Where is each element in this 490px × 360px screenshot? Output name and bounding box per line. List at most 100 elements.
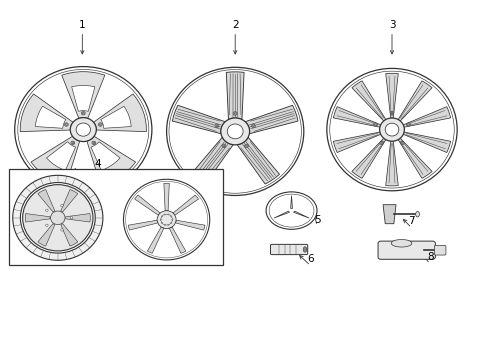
FancyBboxPatch shape — [378, 241, 435, 259]
Ellipse shape — [391, 239, 412, 247]
Ellipse shape — [401, 142, 403, 144]
Polygon shape — [101, 106, 131, 128]
Ellipse shape — [18, 69, 149, 190]
Ellipse shape — [65, 123, 68, 126]
Ellipse shape — [374, 123, 376, 125]
Ellipse shape — [391, 112, 393, 114]
Polygon shape — [398, 81, 432, 121]
FancyBboxPatch shape — [270, 244, 308, 255]
Ellipse shape — [21, 183, 95, 253]
Polygon shape — [61, 224, 78, 246]
Polygon shape — [274, 211, 290, 218]
Polygon shape — [383, 205, 396, 224]
Polygon shape — [135, 195, 160, 215]
Ellipse shape — [327, 68, 457, 191]
Ellipse shape — [61, 229, 63, 231]
Polygon shape — [291, 195, 293, 208]
Ellipse shape — [71, 141, 74, 145]
Ellipse shape — [169, 69, 301, 193]
Ellipse shape — [380, 141, 384, 145]
Ellipse shape — [70, 118, 97, 141]
Ellipse shape — [172, 219, 173, 220]
Ellipse shape — [171, 222, 172, 223]
Polygon shape — [25, 213, 50, 222]
Ellipse shape — [161, 222, 163, 223]
Polygon shape — [245, 105, 298, 134]
Polygon shape — [226, 72, 244, 120]
Ellipse shape — [46, 224, 48, 226]
Polygon shape — [91, 142, 120, 171]
Text: 8: 8 — [427, 252, 434, 262]
Ellipse shape — [160, 219, 161, 220]
Ellipse shape — [245, 145, 247, 147]
Ellipse shape — [252, 125, 254, 127]
Text: 1: 1 — [79, 20, 86, 30]
Polygon shape — [38, 224, 55, 246]
Ellipse shape — [70, 217, 73, 219]
Ellipse shape — [390, 111, 394, 115]
Ellipse shape — [233, 112, 237, 115]
Ellipse shape — [373, 123, 377, 126]
Ellipse shape — [81, 112, 85, 115]
Polygon shape — [47, 142, 75, 171]
Ellipse shape — [161, 216, 163, 217]
Ellipse shape — [400, 141, 404, 145]
Polygon shape — [386, 141, 398, 186]
Polygon shape — [72, 86, 95, 111]
Polygon shape — [31, 136, 80, 185]
Text: 3: 3 — [389, 20, 395, 30]
Ellipse shape — [408, 123, 410, 125]
Ellipse shape — [50, 211, 65, 225]
Ellipse shape — [330, 71, 454, 188]
Polygon shape — [403, 132, 451, 153]
Polygon shape — [175, 220, 205, 230]
Polygon shape — [173, 195, 198, 215]
Ellipse shape — [215, 124, 219, 127]
Ellipse shape — [251, 124, 255, 127]
Polygon shape — [164, 183, 170, 211]
Ellipse shape — [157, 211, 176, 229]
Polygon shape — [294, 211, 309, 218]
Ellipse shape — [223, 145, 225, 147]
Ellipse shape — [93, 142, 95, 144]
Ellipse shape — [164, 214, 166, 215]
Ellipse shape — [23, 185, 93, 251]
Polygon shape — [333, 132, 381, 153]
Polygon shape — [172, 105, 225, 134]
Ellipse shape — [385, 123, 399, 136]
Polygon shape — [66, 213, 90, 222]
Polygon shape — [398, 138, 432, 178]
Ellipse shape — [72, 142, 74, 144]
Ellipse shape — [216, 125, 218, 127]
Ellipse shape — [245, 144, 248, 148]
Ellipse shape — [381, 142, 383, 144]
Ellipse shape — [82, 112, 84, 114]
Polygon shape — [62, 72, 105, 118]
Polygon shape — [35, 106, 66, 128]
Ellipse shape — [234, 112, 236, 114]
Ellipse shape — [125, 181, 208, 258]
Polygon shape — [94, 94, 147, 132]
Polygon shape — [87, 136, 136, 185]
Polygon shape — [128, 220, 158, 230]
Ellipse shape — [13, 175, 103, 260]
Ellipse shape — [98, 123, 102, 126]
Ellipse shape — [416, 211, 419, 217]
Polygon shape — [352, 138, 386, 178]
Ellipse shape — [380, 118, 404, 141]
Ellipse shape — [92, 141, 96, 145]
Ellipse shape — [164, 224, 166, 225]
Ellipse shape — [227, 124, 243, 139]
Ellipse shape — [76, 123, 91, 136]
Ellipse shape — [171, 216, 172, 217]
Ellipse shape — [303, 247, 307, 252]
Bar — [9, 169, 223, 265]
Polygon shape — [386, 73, 398, 118]
Polygon shape — [333, 107, 381, 127]
Text: 7: 7 — [408, 216, 415, 226]
Polygon shape — [61, 189, 78, 212]
Polygon shape — [38, 189, 55, 212]
Ellipse shape — [168, 224, 169, 225]
Polygon shape — [237, 137, 279, 184]
Ellipse shape — [123, 179, 210, 260]
